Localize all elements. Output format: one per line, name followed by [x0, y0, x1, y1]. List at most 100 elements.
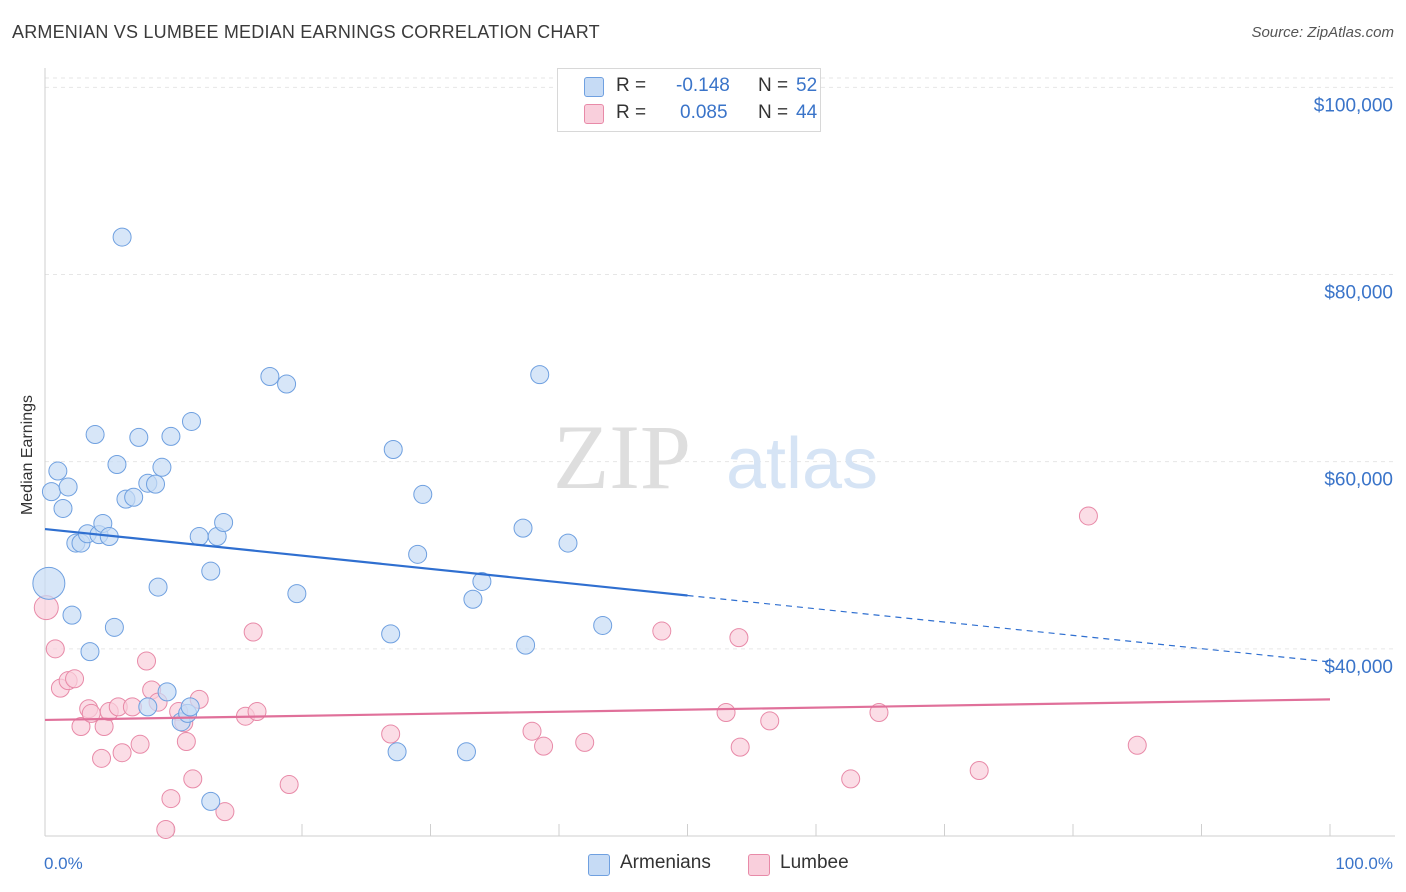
trend-lines [44, 527, 1331, 722]
armenian-point [530, 365, 550, 385]
lumbee-point [969, 760, 989, 780]
armenian-point [260, 367, 280, 387]
armenian-point [148, 577, 168, 597]
legend-n-value: 44 [796, 102, 818, 123]
legend-r-value: 0.085 [680, 102, 728, 123]
correlation-legend: R = -0.148 N = 52 R = 0.085 N = 44 [557, 68, 821, 132]
x-tick-label: 0.0% [44, 854, 83, 873]
armenian-point [387, 742, 407, 762]
lumbee-swatch [748, 854, 770, 876]
armenian-point [62, 605, 82, 625]
armenian-point [472, 571, 492, 591]
armenian-point [85, 425, 105, 445]
y-tick-label: $100,000 [1314, 95, 1393, 116]
armenian-point [157, 682, 177, 702]
armenian-point [124, 487, 144, 507]
legend-r-label: R = [616, 75, 647, 96]
armenian-points [32, 227, 613, 811]
lumbee-point [1127, 735, 1147, 755]
armenian-point [383, 440, 403, 460]
lumbee-point [161, 789, 181, 809]
legend-r-label: R = [616, 102, 647, 123]
armenian-point [58, 477, 78, 497]
lumbee-trend-line [44, 698, 1331, 722]
armenian-point [381, 624, 401, 644]
lumbee-label: Lumbee [780, 852, 849, 873]
y-tick-label: $80,000 [1324, 283, 1393, 304]
armenian-point [456, 742, 476, 762]
armenian-point [214, 513, 234, 533]
axes [44, 68, 1395, 837]
y-tick-labels: $40,000 $60,000 $80,000 $100,000 [1314, 95, 1393, 677]
lumbee-point [652, 621, 672, 641]
lumbee-point [575, 732, 595, 752]
armenian-point [181, 411, 201, 431]
source-label: Source: ZipAtlas.com [1251, 24, 1394, 41]
lumbee-swatch [584, 104, 604, 124]
lumbee-point [247, 702, 267, 722]
armenians-swatch [588, 854, 610, 876]
armenian-point [413, 484, 433, 504]
y-tick-label: $60,000 [1324, 470, 1393, 491]
armenian-point [180, 697, 200, 717]
x-tick-labels: 0.0% 100.0% [44, 854, 1393, 873]
armenian-point [189, 527, 209, 547]
armenian-point [408, 544, 428, 564]
armenian-point [201, 791, 221, 811]
armenian-point [513, 518, 533, 538]
lumbee-point [522, 721, 542, 741]
armenians-swatch [584, 77, 604, 97]
armenian-point [277, 374, 297, 394]
armenian-point [53, 498, 73, 518]
legend-r-value: -0.148 [676, 75, 730, 96]
gridlines [45, 77, 1395, 650]
armenian-point [41, 482, 61, 502]
armenian-point [129, 427, 149, 447]
armenian-point [138, 697, 158, 717]
lumbee-point [279, 775, 299, 795]
armenian-point [593, 615, 613, 635]
watermark-zip: ZIP [553, 406, 691, 508]
armenian-point [48, 461, 68, 481]
lumbee-point [92, 748, 112, 768]
armenian-point [112, 227, 132, 247]
lumbee-point [215, 802, 235, 822]
x-tick-label: 100.0% [1335, 854, 1393, 873]
armenian-point [558, 533, 578, 553]
armenian-point [104, 617, 124, 637]
lumbee-point [156, 819, 176, 839]
legend-n-value: 52 [796, 75, 818, 96]
lumbee-point [760, 711, 780, 731]
lumbee-point [869, 702, 889, 722]
armenian-point [201, 561, 221, 581]
lumbee-point [183, 769, 203, 789]
watermark-atlas: atlas [726, 424, 878, 504]
armenian-point [80, 642, 100, 662]
armenian-trend-extension [687, 594, 1331, 663]
armenians-label: Armenians [620, 852, 711, 873]
lumbee-point [381, 724, 401, 744]
lumbee-point [716, 702, 736, 722]
y-tick-label: $40,000 [1324, 657, 1393, 678]
lumbee-point [730, 737, 750, 757]
lumbee-point [130, 734, 150, 754]
lumbee-point [45, 639, 65, 659]
lumbee-point [65, 669, 85, 689]
armenian-point [107, 454, 127, 474]
legend-n-label: N = [758, 75, 789, 96]
armenian-trend-line [44, 527, 688, 597]
armenian-point [161, 426, 181, 446]
armenian-point [463, 589, 483, 609]
armenian-point [32, 566, 66, 600]
armenian-point [146, 474, 166, 494]
lumbee-point [176, 731, 196, 751]
lumbee-point [841, 769, 861, 789]
lumbee-point [71, 717, 91, 737]
lumbee-points [33, 506, 1147, 839]
lumbee-point [137, 651, 157, 671]
lumbee-point [534, 736, 554, 756]
armenian-point [516, 635, 536, 655]
lumbee-point [729, 628, 749, 648]
lumbee-point [112, 743, 132, 763]
